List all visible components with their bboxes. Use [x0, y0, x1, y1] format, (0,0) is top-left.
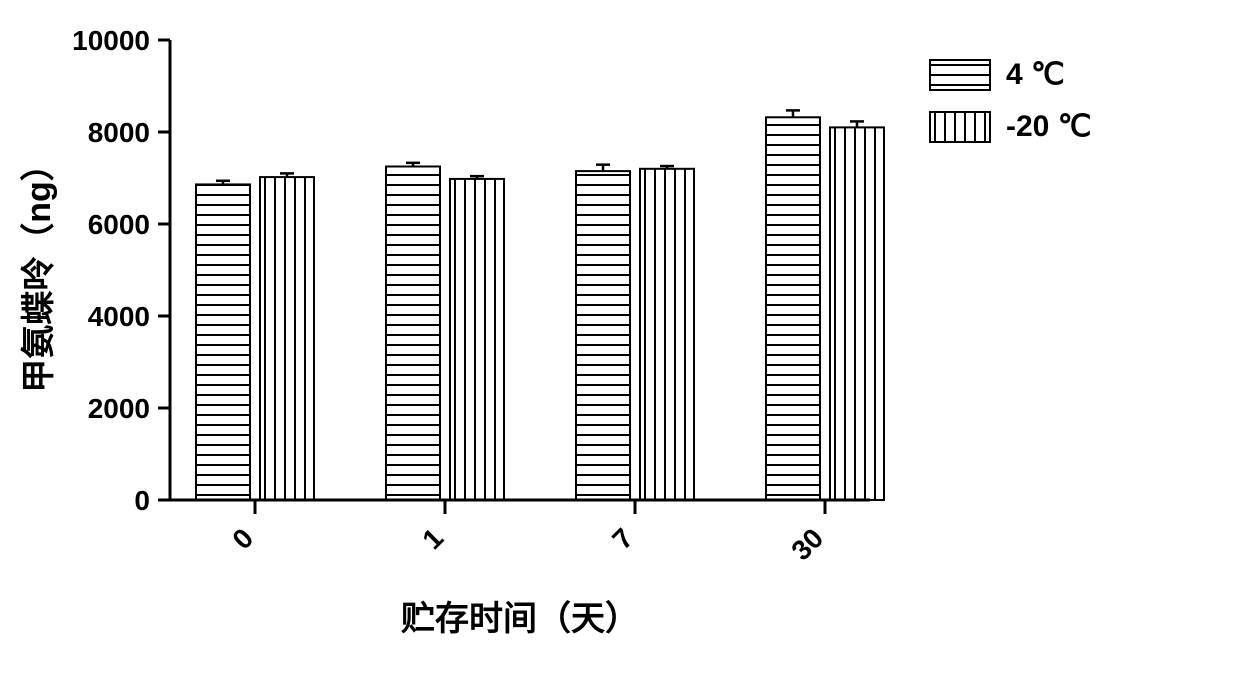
bar — [386, 167, 440, 501]
legend-label: 4 ℃ — [1006, 58, 1065, 91]
y-tick-label: 2000 — [88, 393, 150, 424]
y-tick-label: 10000 — [72, 25, 150, 56]
bar — [766, 117, 820, 500]
bar-chart: 0 2000 4000 6000 8000 10000 0 1 7 30 甲氨蝶呤（ng） 贮存时间（… — [0, 0, 1240, 700]
chart-container: 0 2000 4000 6000 8000 10000 0 1 7 30 甲氨蝶呤（ng） 贮存时间（… — [0, 0, 1240, 700]
legend-label: -20 ℃ — [1006, 110, 1091, 143]
y-tick-label: 0 — [134, 485, 150, 516]
x-tick-label: 30 — [785, 522, 829, 566]
legend-swatch — [930, 112, 990, 142]
bar — [830, 127, 884, 500]
x-tick-label: 7 — [606, 522, 639, 555]
bar — [196, 184, 250, 500]
x-tick-label: 0 — [226, 522, 259, 555]
y-tick-label: 8000 — [88, 117, 150, 148]
x-axis-title: 贮存时间（天） — [401, 599, 639, 638]
legend-swatch — [930, 60, 990, 90]
y-tick-label: 4000 — [88, 301, 150, 332]
y-tick-label: 6000 — [88, 209, 150, 240]
bar — [576, 171, 630, 500]
bar — [640, 169, 694, 500]
bar — [450, 179, 504, 500]
bar — [260, 177, 314, 500]
y-axis-title: 甲氨蝶呤（ng） — [19, 147, 58, 393]
x-tick-label: 1 — [416, 522, 449, 555]
